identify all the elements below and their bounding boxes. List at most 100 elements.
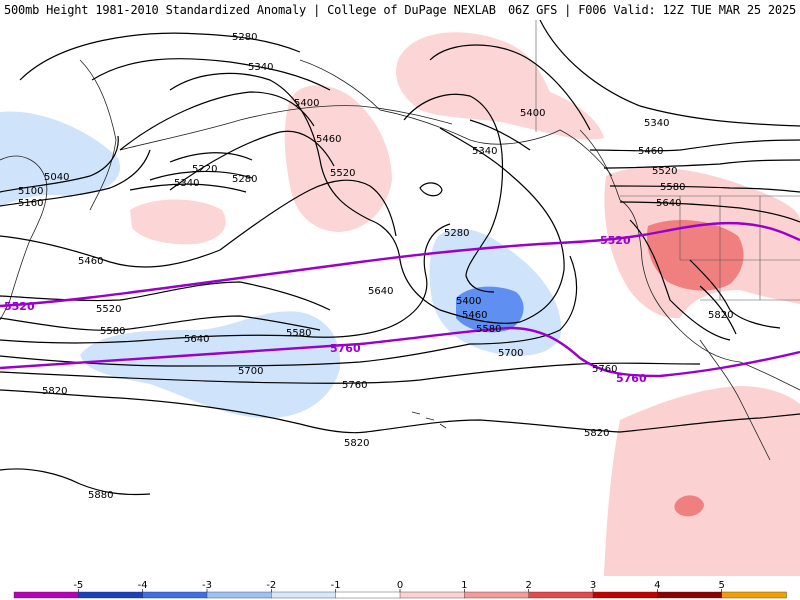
contour-5520-w bbox=[219, 179, 397, 251]
contour-5760-s bbox=[0, 362, 701, 384]
contour-label: 5100 bbox=[18, 186, 43, 197]
negative-anomaly-nw bbox=[0, 111, 121, 206]
contour-label: 5640 bbox=[656, 198, 681, 209]
contour-5880-se bbox=[699, 285, 737, 335]
colorbar-segment bbox=[13, 591, 80, 599]
contour-5220 bbox=[169, 152, 253, 163]
contour-label: 5400 bbox=[520, 108, 545, 119]
contour-label: 5400 bbox=[456, 296, 481, 307]
highlight-labels: 5520 5520 5760 5760 bbox=[4, 234, 647, 385]
colorbar-segment bbox=[142, 591, 208, 599]
contour-label: 5760 bbox=[342, 380, 367, 391]
title-bar: 500mb Height 1981-2010 Standardized Anom… bbox=[0, 0, 800, 20]
highlight-5760 bbox=[0, 326, 800, 378]
colorbar-tick-labels: -5 -4 -3 -2 -1 0 1 2 3 4 5 bbox=[73, 580, 725, 592]
contour-5280-top bbox=[19, 32, 301, 81]
contour-label: 5640 bbox=[184, 334, 209, 345]
contour-5460-ne bbox=[589, 139, 800, 152]
contour-5340-ne bbox=[539, 20, 800, 127]
contour-low-inner bbox=[419, 182, 443, 197]
contour-label: 5520 bbox=[652, 166, 677, 177]
contour-5400-n bbox=[429, 44, 591, 131]
contour-label: 5760 bbox=[592, 364, 617, 375]
contour-label: 5880 bbox=[88, 490, 113, 501]
contour-5340-w bbox=[129, 183, 247, 193]
highlight-contour-label: 5760 bbox=[330, 342, 361, 355]
contour-label: 5520 bbox=[96, 304, 121, 315]
contour-5280-w bbox=[149, 170, 253, 181]
weather-map: 5280 5340 5400 5460 5220 5280 5340 5520 … bbox=[0, 20, 800, 576]
contour-label: 5520 bbox=[330, 168, 355, 179]
contour-label: 5580 bbox=[476, 324, 501, 335]
contour-label: 5580 bbox=[660, 182, 685, 193]
colorbar-tick-label: -5 bbox=[73, 580, 83, 591]
model-run-info: 06Z GFS | F006 Valid: 12Z TUE MAR 25 202… bbox=[507, 3, 796, 17]
contour-5460-w bbox=[169, 130, 335, 191]
contour-label: 5460 bbox=[316, 134, 341, 145]
contour-5820-w bbox=[0, 389, 800, 434]
contour-label: 5820 bbox=[708, 310, 733, 321]
contour-label: 5160 bbox=[18, 198, 43, 209]
positive-anomaly-mexico bbox=[604, 386, 800, 576]
colorbar-segment bbox=[335, 591, 401, 599]
contour-label: 5040 bbox=[44, 172, 69, 183]
colorbar-tick-label: 5 bbox=[718, 580, 724, 591]
colorbar-segment bbox=[464, 591, 530, 599]
contour-label: 5340 bbox=[644, 118, 669, 129]
contour-5520-ne bbox=[603, 159, 800, 169]
contour-label: 5580 bbox=[100, 326, 125, 337]
contour-label: 5340 bbox=[472, 146, 497, 157]
contour-5400-w bbox=[119, 91, 315, 151]
contour-label: 5460 bbox=[462, 310, 487, 321]
contour-5880 bbox=[0, 468, 151, 496]
highlight-contour-label: 5520 bbox=[4, 300, 35, 313]
colorbar-tick-label: 4 bbox=[654, 580, 660, 591]
colorbar-segment bbox=[721, 591, 787, 599]
contour-label: 5220 bbox=[192, 164, 217, 175]
contour-5460-sw bbox=[0, 235, 221, 268]
contour-label: 5340 bbox=[174, 178, 199, 189]
contour-5640-ne bbox=[619, 201, 800, 223]
contour-label: 5460 bbox=[638, 146, 663, 157]
colorbar-segments bbox=[13, 591, 787, 599]
contour-label: 5340 bbox=[248, 62, 273, 73]
contour-labels: 5280 5340 5400 5460 5220 5280 5340 5520 … bbox=[18, 32, 733, 501]
positive-anomaly-west-us-core bbox=[646, 220, 744, 291]
contour-label: 5820 bbox=[344, 438, 369, 449]
baja-coast bbox=[699, 339, 771, 461]
hawaii bbox=[411, 411, 447, 429]
colorbar-tick-label: -3 bbox=[202, 580, 212, 591]
contour-5100 bbox=[0, 135, 119, 193]
positive-anomaly-alaska bbox=[396, 32, 604, 140]
colorbar-segment bbox=[78, 591, 144, 599]
colorbar-tick-label: -1 bbox=[331, 580, 341, 591]
colorbar-segment bbox=[592, 591, 659, 599]
map-title: 500mb Height 1981-2010 Standardized Anom… bbox=[4, 3, 496, 17]
highlight-5520 bbox=[0, 221, 800, 308]
contour-label: 5640 bbox=[368, 286, 393, 297]
colorbar-segment bbox=[206, 591, 273, 599]
colorbar-tick-label: 1 bbox=[461, 580, 467, 591]
contour-label: 5280 bbox=[232, 32, 257, 43]
contour-5700-e bbox=[629, 219, 731, 341]
contour-label: 5400 bbox=[294, 98, 319, 109]
colorbar-tick-label: 0 bbox=[397, 580, 403, 591]
color-legend: -5 -4 -3 -2 -1 0 1 2 3 4 5 bbox=[0, 576, 800, 600]
colorbar-tick-label: -2 bbox=[266, 580, 276, 591]
anomaly-shading bbox=[0, 32, 800, 576]
contour-label: 5280 bbox=[232, 174, 257, 185]
colorbar-segment bbox=[528, 591, 594, 599]
colorbar-tick-label: 3 bbox=[590, 580, 596, 591]
contour-low-1 bbox=[403, 93, 504, 293]
contour-5640-s bbox=[0, 223, 451, 344]
colorbar-segment bbox=[399, 591, 466, 599]
contour-label: 5280 bbox=[444, 228, 469, 239]
aleutians bbox=[119, 105, 453, 151]
positive-anomaly-west-pacific bbox=[130, 199, 226, 245]
bc-coast bbox=[579, 129, 621, 201]
colorbar-segment bbox=[271, 591, 337, 599]
alaska-coast bbox=[299, 59, 613, 177]
colorbar-tick-label: -4 bbox=[138, 580, 148, 591]
highlight-contour-label: 5760 bbox=[616, 372, 647, 385]
contour-label: 5460 bbox=[78, 256, 103, 267]
